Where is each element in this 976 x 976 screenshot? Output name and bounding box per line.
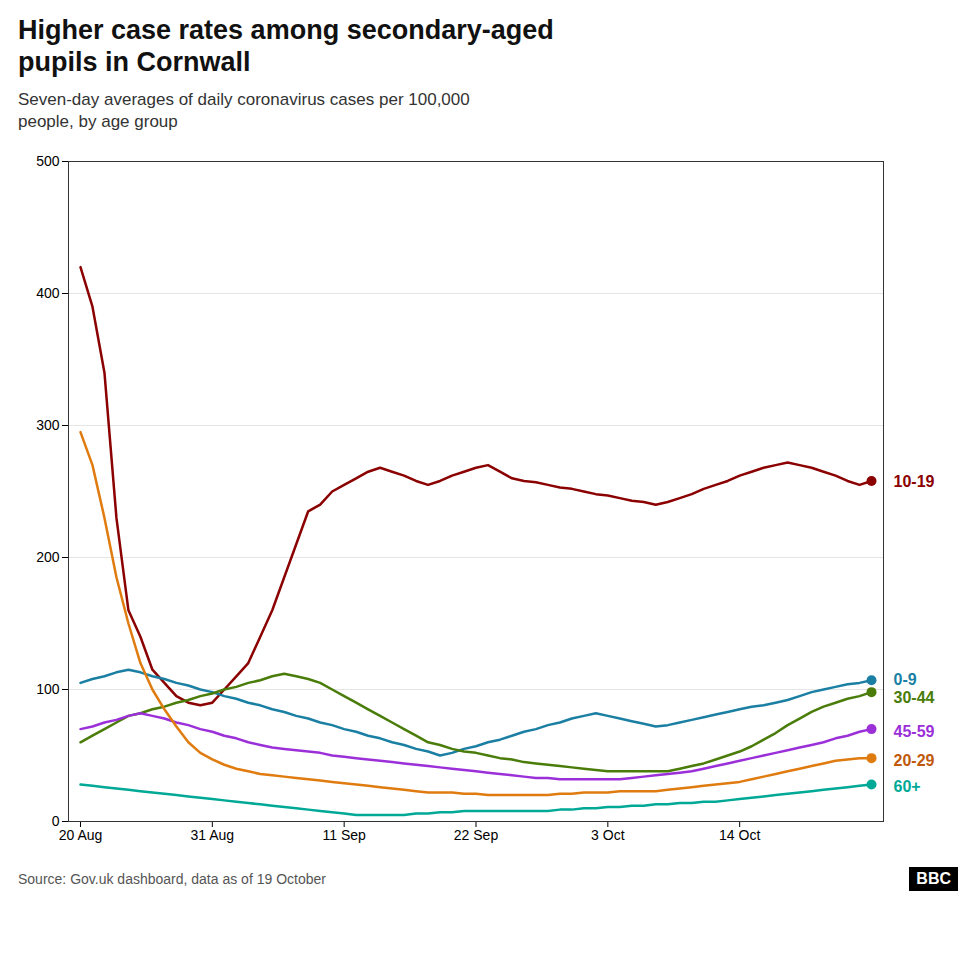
svg-text:45-59: 45-59 (894, 723, 935, 740)
svg-text:14 Oct: 14 Oct (719, 827, 760, 843)
svg-text:30-44: 30-44 (894, 689, 935, 706)
html-text:Seven-day averages of daily co: Seven-day averages of daily coronavirus … (18, 89, 470, 131)
svg-text:100: 100 (36, 681, 60, 697)
html-text:BBC: BBC (916, 870, 951, 887)
svg-text:11 Sep: 11 Sep (322, 827, 366, 843)
svg-text:3 Oct: 3 Oct (591, 827, 625, 843)
svg-text:22 Sep: 22 Sep (454, 827, 499, 843)
svg-text:500: 500 (36, 153, 60, 169)
svg-text:400: 400 (36, 285, 60, 301)
svg-text:0-9: 0-9 (894, 671, 917, 688)
svg-text:20 Aug: 20 Aug (59, 827, 103, 843)
svg-text:0: 0 (51, 812, 60, 829)
svg-text:31 Aug: 31 Aug (191, 827, 235, 843)
html-text:Higher case rates among second: Higher case rates among secondary-aged p… (18, 15, 554, 78)
svg-text:10-19: 10-19 (894, 473, 935, 490)
svg-text:20-29: 20-29 (894, 752, 935, 769)
svg-text:300: 300 (36, 417, 60, 433)
html-text:Source: Gov.uk dashboard, data: Source: Gov.uk dashboard, data as of 19 … (18, 871, 326, 887)
svg-text:200: 200 (36, 549, 60, 565)
svg-text:60+: 60+ (894, 778, 921, 795)
